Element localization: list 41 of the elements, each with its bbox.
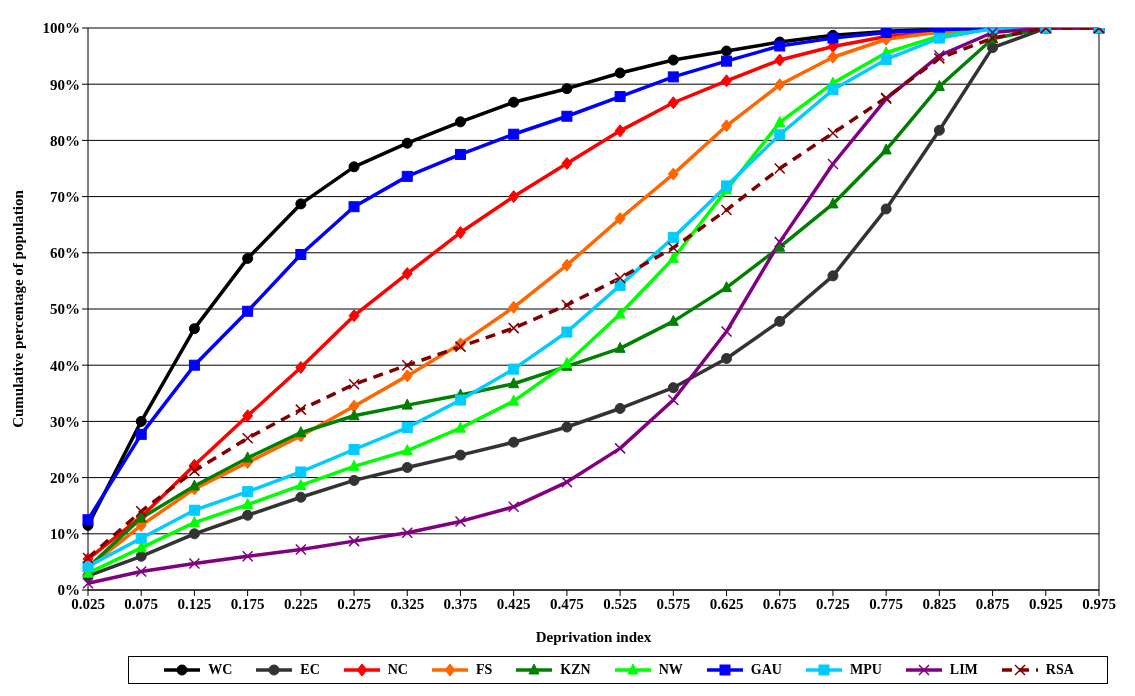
legend-label: FS	[475, 662, 493, 678]
y-tick-label: 90%	[50, 76, 80, 93]
x-tick-label: 0.825	[922, 595, 957, 612]
y-tick-label: 30%	[50, 413, 80, 430]
x-tick-label: 0.575	[656, 595, 691, 612]
x-tick-label: 0.375	[443, 595, 478, 612]
legend-label: NC	[387, 662, 408, 678]
y-tick-label: 40%	[50, 357, 80, 374]
x-tick-label: 0.125	[177, 595, 212, 612]
x-tick-label: 0.625	[709, 595, 744, 612]
x-tick-label: 0.875	[975, 595, 1010, 612]
x-tick-label: 0.075	[124, 595, 159, 612]
x-tick-label: 0.525	[603, 595, 637, 612]
x-tick-label: 0.225	[283, 595, 318, 612]
x-tick-label: 0.975	[1082, 595, 1116, 612]
y-tick-label: 80%	[50, 132, 80, 149]
x-tick-label: 0.275	[337, 595, 371, 612]
x-tick-label: 0.925	[1028, 595, 1063, 612]
legend-label: RSA	[1045, 662, 1074, 678]
x-tick-label: 0.675	[762, 595, 797, 612]
legend-label: GAU	[750, 662, 782, 678]
x-axis-title: Deprivation index	[535, 629, 652, 645]
x-tick-label: 0.425	[496, 595, 531, 612]
x-tick-label: 0.775	[869, 595, 904, 612]
legend-label: WC	[208, 662, 233, 678]
x-tick-label: 0.325	[390, 595, 425, 612]
y-axis-title: Cumulative percentage of population	[10, 189, 27, 428]
x-tick-label: 0.475	[550, 595, 584, 612]
y-tick-label: 100%	[42, 20, 80, 37]
legend-label: NW	[658, 662, 683, 678]
legend-label: MPU	[849, 662, 882, 678]
x-tick-label: 0.175	[230, 595, 265, 612]
y-tick-label: 10%	[50, 526, 80, 543]
legend-label: LIM	[949, 662, 978, 678]
y-tick-label: 50%	[50, 301, 80, 318]
x-tick-label: 0.725	[816, 595, 850, 612]
y-tick-label: 70%	[50, 188, 80, 205]
y-tick-label: 20%	[50, 469, 80, 486]
legend-label: KZN	[560, 662, 591, 678]
y-tick-label: 60%	[50, 245, 80, 262]
legend-label: EC	[300, 662, 320, 678]
